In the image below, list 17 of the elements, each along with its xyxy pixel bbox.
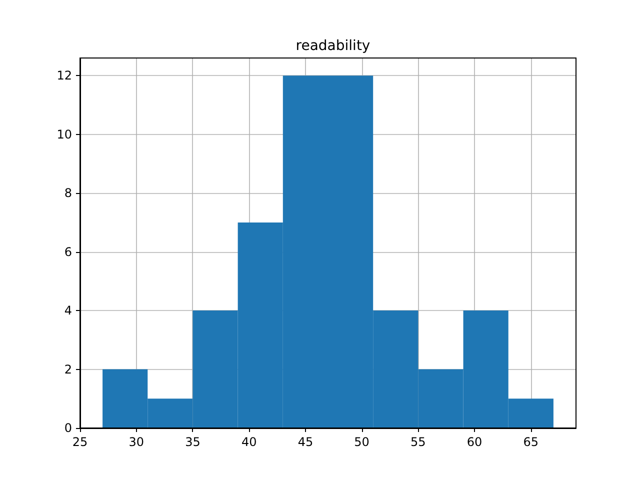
x-tick-label: 40	[241, 435, 257, 449]
x-tick-label: 65	[523, 435, 539, 449]
y-tick-label: 2	[64, 362, 72, 376]
y-tick-label: 8	[64, 186, 72, 200]
y-tick-label: 6	[64, 244, 72, 259]
x-tick-label: 45	[298, 435, 314, 449]
y-tick-label: 0	[64, 421, 72, 435]
x-tick-label: 50	[354, 435, 370, 449]
x-tick-label: 30	[128, 435, 144, 449]
chart-title: readability	[296, 38, 370, 54]
y-tick-label: 4	[64, 304, 72, 318]
x-tick-label: 35	[185, 435, 200, 449]
y-tick-label: 12	[56, 68, 72, 83]
y-tick-label: 10	[56, 127, 72, 142]
x-tick-label: 55	[410, 435, 426, 449]
x-tick-label: 25	[72, 435, 88, 449]
x-tick-label: 60	[466, 435, 482, 449]
